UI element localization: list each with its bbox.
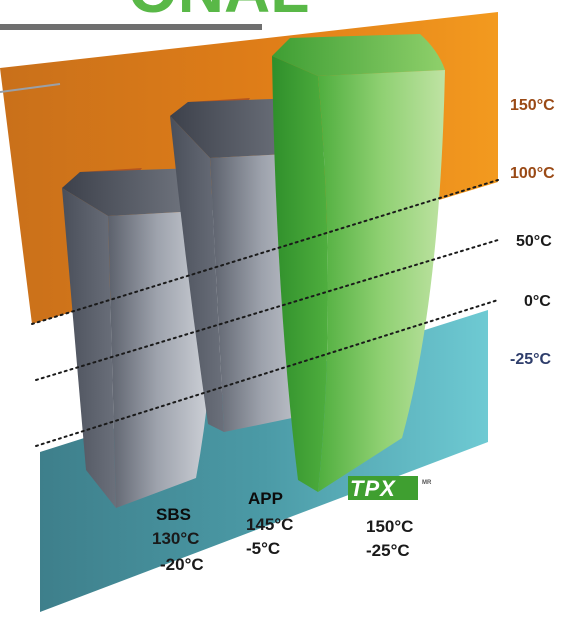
tpx-max-temp: 150°C xyxy=(366,517,413,536)
tpx-logo-mark: MR xyxy=(422,480,432,486)
reference-line-50 xyxy=(35,239,499,381)
tpx-logo-badge xyxy=(348,476,418,500)
tpx-block xyxy=(272,34,445,492)
sbs-min-temp: -20°C xyxy=(160,555,204,574)
tpx-logo-text: TPX xyxy=(350,476,396,501)
scale-label-0: 0°C xyxy=(524,293,551,310)
sbs-block xyxy=(62,168,217,508)
tpx-labels: 150°C -25°C xyxy=(366,517,413,560)
app-max-temp: 145°C xyxy=(246,515,293,534)
scale-label-minus25: -25°C xyxy=(510,351,552,368)
app-labels: APP 145°C -5°C xyxy=(246,489,293,558)
reference-lines xyxy=(31,179,499,447)
sbs-max-temp: 130°C xyxy=(152,529,199,548)
app-name: APP xyxy=(248,489,283,508)
tpx-min-temp: -25°C xyxy=(366,541,410,560)
header-rule xyxy=(0,24,262,30)
sbs-name: SBS xyxy=(156,505,191,524)
tpx-logo: TPX MR xyxy=(348,476,432,501)
reference-line-0 xyxy=(35,299,499,447)
band-edge-line xyxy=(0,83,61,93)
scale-label-50: 50°C xyxy=(516,233,552,250)
temperature-scale: 150°C 100°C 50°C 0°C -25°C xyxy=(510,97,555,368)
header-title-fragment: ONAL xyxy=(128,0,309,26)
scale-label-150: 150°C xyxy=(510,97,555,114)
scale-label-100: 100°C xyxy=(510,165,555,182)
sbs-labels: SBS 130°C -20°C xyxy=(152,505,204,574)
app-min-temp: -5°C xyxy=(246,539,280,558)
